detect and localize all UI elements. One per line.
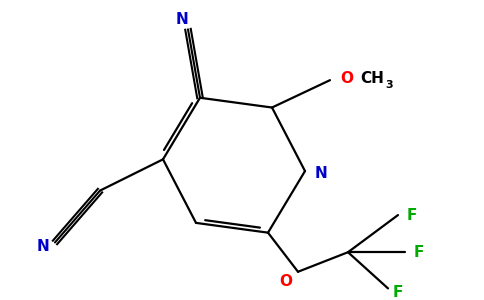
Text: N: N xyxy=(37,239,49,254)
Text: F: F xyxy=(407,208,417,223)
Text: 3: 3 xyxy=(385,80,393,90)
Text: N: N xyxy=(315,166,327,181)
Text: CH: CH xyxy=(360,71,384,86)
Text: F: F xyxy=(393,285,403,300)
Text: N: N xyxy=(176,12,188,27)
Text: O: O xyxy=(340,71,353,86)
Text: O: O xyxy=(279,274,292,289)
Text: F: F xyxy=(414,245,424,260)
